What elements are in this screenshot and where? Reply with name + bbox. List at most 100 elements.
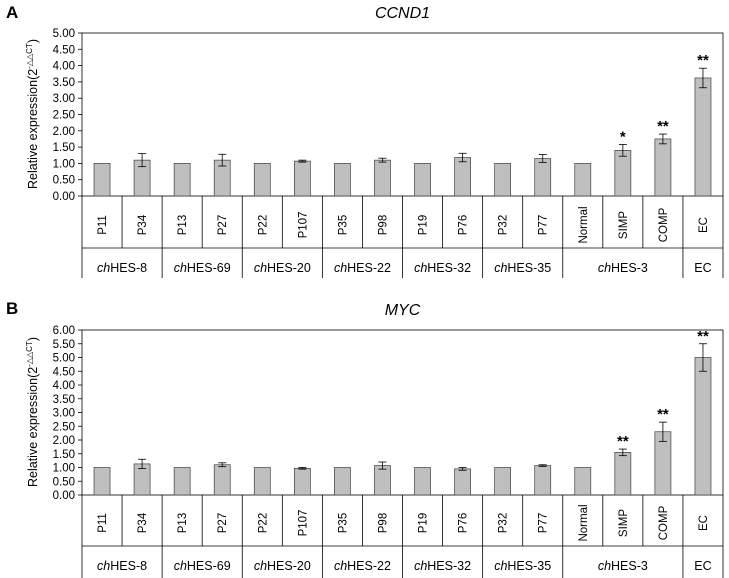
group-label-prefix: ch (334, 261, 347, 275)
y-tick-label: 3.00 (53, 93, 75, 105)
y-tick-label: 1.50 (53, 449, 75, 461)
bar-p11 (93, 467, 111, 496)
significance-marker: ** (657, 406, 669, 423)
category-label: P13 (177, 513, 189, 533)
group-label: chHES-8 (97, 559, 147, 573)
category-label: P32 (498, 215, 510, 235)
group-label: chHES-22 (334, 559, 391, 573)
group-label-suffix: HES-35 (507, 261, 551, 275)
group-label: chHES-20 (254, 261, 311, 275)
panel-a: A CCND1 0.00 0.50 1.00 1.50 2.00 2.50 3.00 3.50 4.… (6, 3, 724, 278)
category-label: Normal (578, 206, 590, 243)
group-label-prefix: ch (598, 261, 611, 275)
error-bar (298, 159, 307, 163)
group-label-suffix: EC (694, 261, 711, 275)
y-tick-label: 6.00 (53, 325, 75, 337)
category-label: P34 (137, 214, 149, 235)
y-tick-label: 4.50 (53, 44, 75, 56)
bar-ec (694, 357, 712, 496)
group-label-prefix: ch (494, 261, 507, 275)
group-label: chHES-22 (334, 261, 391, 275)
group-label-suffix: HES-69 (187, 261, 231, 275)
bar-p77 (534, 465, 552, 496)
category-label: P35 (337, 215, 349, 235)
group-label-prefix: ch (494, 559, 507, 573)
error-bar (138, 458, 147, 470)
y-tick-label: 2.50 (53, 421, 75, 433)
group-label-prefix: ch (97, 559, 110, 573)
y-tick-label: 2.50 (53, 110, 75, 122)
bar-p35 (334, 163, 351, 197)
significance-marker: ** (697, 328, 709, 345)
category-label: P98 (377, 513, 389, 533)
error-bar (218, 153, 227, 167)
bar-p77 (534, 158, 552, 197)
category-label: P76 (458, 215, 470, 235)
category-label: P11 (97, 513, 109, 533)
category-label: P32 (498, 513, 510, 533)
group-label-suffix: HES-3 (611, 261, 648, 275)
y-tick-label: 3.00 (53, 408, 75, 420)
y-tick-label: 1.50 (53, 142, 75, 154)
y-axis-label: Relative expression(2-△△CT) (25, 337, 40, 487)
group-label: chHES-20 (254, 559, 311, 573)
error-bar (618, 144, 627, 157)
y-tick-label: 4.00 (53, 61, 75, 73)
bar-p107 (293, 467, 311, 496)
bar-p11 (93, 163, 111, 197)
category-label: P107 (297, 510, 309, 537)
y-axis-label-main: Relative expression(2 (26, 69, 40, 189)
category-label: P107 (297, 212, 309, 239)
category-label: P19 (418, 513, 430, 533)
bar-p19 (414, 467, 431, 496)
y-axis-label-tail: ) (26, 39, 40, 43)
y-tick-label: 3.50 (53, 77, 75, 89)
y-axis-label-tail: ) (26, 337, 40, 341)
y-tick-label: 0.50 (53, 175, 75, 187)
y-tick-label: 1.00 (53, 158, 75, 170)
y-tick-label: 5.50 (53, 339, 75, 351)
error-bar (698, 67, 707, 89)
error-bar (538, 154, 547, 163)
group-label-prefix: ch (97, 261, 110, 275)
category-label: P22 (257, 215, 269, 235)
category-label: SIMP (618, 509, 630, 537)
category-label: P22 (257, 513, 269, 533)
bar-p13 (173, 467, 191, 496)
group-label-suffix: HES-20 (267, 261, 311, 275)
group-label-prefix: ch (254, 261, 267, 275)
chart-title: MYC (385, 302, 421, 319)
bar-p76 (454, 468, 471, 496)
error-bar (298, 467, 307, 470)
bar-p22 (253, 163, 271, 197)
group-label: chHES-69 (174, 559, 231, 573)
error-bar (658, 421, 667, 442)
y-tick-label: 4.00 (53, 380, 75, 392)
group-label-prefix: ch (334, 559, 347, 573)
chart-title: CCND1 (375, 5, 430, 22)
category-label: P19 (418, 215, 430, 235)
category-label: P13 (177, 215, 189, 235)
group-label-suffix: HES-69 (187, 559, 231, 573)
group-label: chHES-32 (414, 559, 471, 573)
group-label-suffix: HES-3 (611, 559, 648, 573)
panel-label: B (6, 299, 18, 318)
y-tick-label: 2.00 (53, 126, 75, 138)
group-label-prefix: ch (414, 261, 427, 275)
category-label: SIMP (618, 211, 630, 239)
error-bar (458, 152, 467, 163)
bar-p22 (253, 467, 271, 496)
category-label: P77 (538, 513, 550, 533)
bar-p35 (334, 467, 351, 496)
bar-p13 (173, 163, 191, 197)
error-bar (378, 157, 387, 163)
y-tick-label: 0.00 (53, 490, 75, 502)
significance-marker: ** (617, 433, 629, 450)
group-label: chHES-3 (598, 559, 648, 573)
significance-marker: ** (697, 52, 709, 69)
y-tick-label: 0.00 (53, 191, 75, 203)
group-label: EC (694, 559, 711, 573)
category-label: COMP (658, 505, 670, 540)
bar-normal (574, 467, 592, 496)
